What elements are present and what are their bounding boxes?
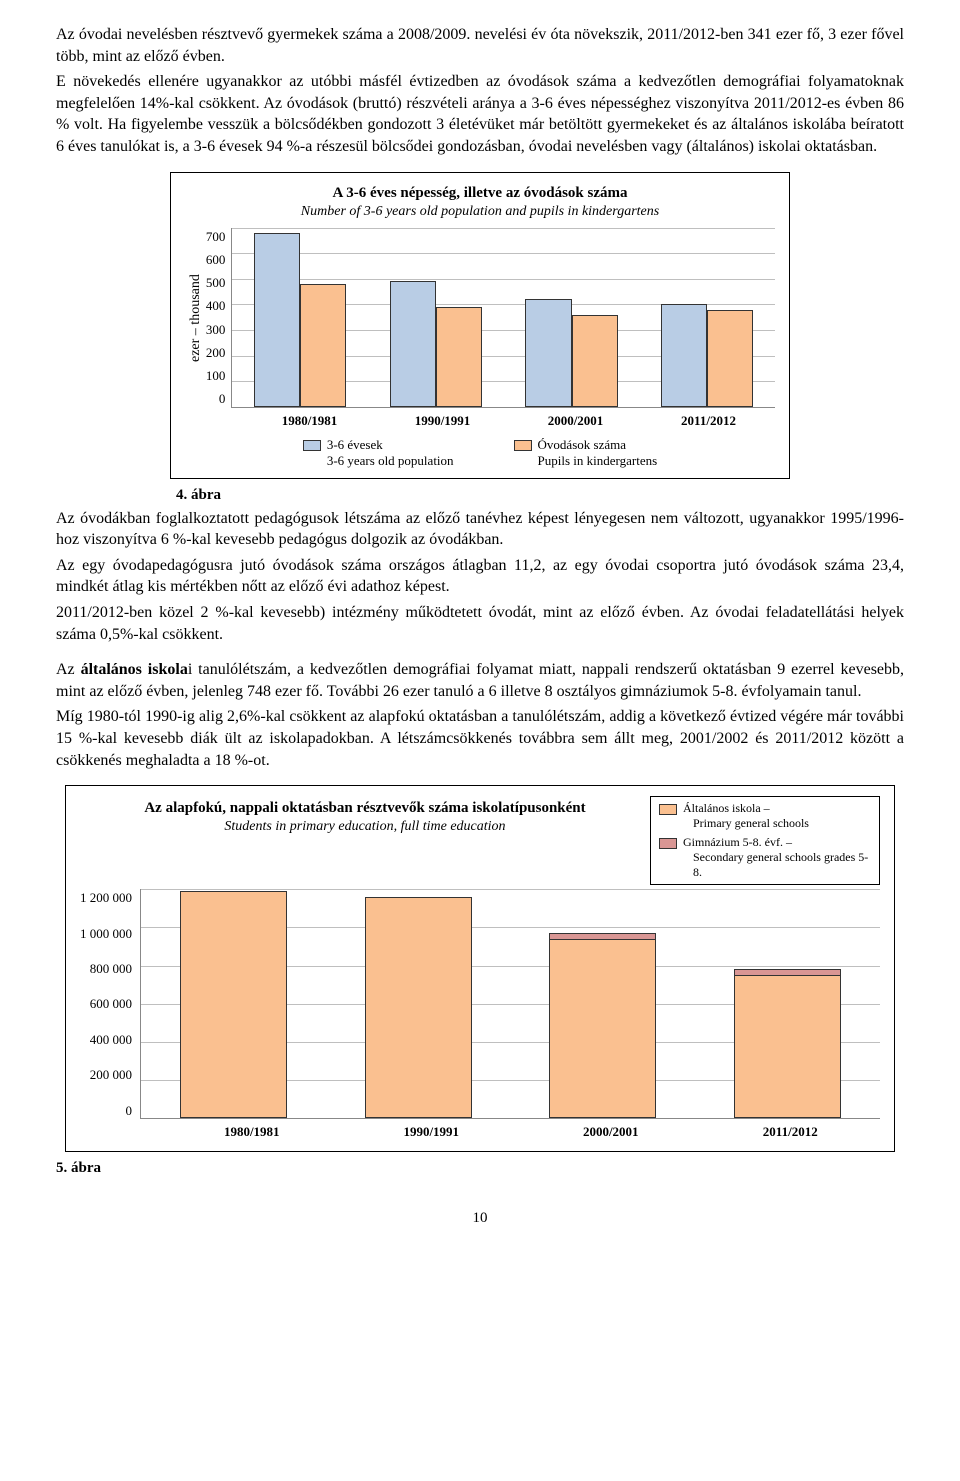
chart1-y-tick: 500 (206, 274, 226, 292)
chart1-legend-swatch (303, 440, 321, 451)
chart2-x-label: 1980/1981 (162, 1123, 342, 1141)
chart2-bars (141, 889, 880, 1118)
chart1-bars (232, 228, 775, 407)
chart2-x-label: 2011/2012 (701, 1123, 881, 1141)
chart1-x-label: 2000/2001 (509, 412, 642, 430)
para5: 2011/2012-ben közel 2 %-kal kevesebb) in… (56, 602, 904, 645)
chart2-x-label: 1990/1991 (342, 1123, 522, 1141)
chart1-legend-item: 3-6 évesek3-6 years old population (303, 437, 454, 468)
chart2-y-ticks: 1 200 000 1 000 000 800 000 600 000 400 000 2… (80, 889, 140, 1119)
chart2-seg-alt (550, 940, 655, 1117)
chart1-legend-hu: 3-6 évesek (327, 437, 454, 453)
chart2-y-tick: 800 000 (80, 960, 132, 978)
chart1-bar (390, 281, 436, 406)
page-number: 10 (56, 1208, 904, 1228)
chart2-x-labels: 1980/19811990/19912000/20012011/2012 (162, 1123, 880, 1141)
chart1-x-label: 2011/2012 (642, 412, 775, 430)
intro-paragraphs: Az óvodai nevelésben résztvevő gyermekek… (56, 24, 904, 158)
chart2-stacked-bar (549, 933, 656, 1118)
mid-paragraphs: Az óvodákban foglalkoztatott pedagógusok… (56, 508, 904, 646)
chart1-y-tick: 100 (206, 367, 226, 385)
chart1-bar-group (368, 228, 504, 407)
para4: Az egy óvodapedagógusra jutó óvodások sz… (56, 555, 904, 598)
chart1-legend-item: Óvodások számaPupils in kindergartens (514, 437, 658, 468)
chart2-title-block: Az alapfokú, nappali oktatásban résztvev… (80, 796, 650, 885)
chart2-bar-group (326, 889, 511, 1118)
chart2-bar-group (141, 889, 326, 1118)
chart2-legend-box: Általános iskola –Primary general school… (650, 796, 880, 885)
para1: Az óvodai nevelésben résztvevő gyermekek… (56, 24, 904, 67)
chart1-y-label: ezer – thousand (185, 228, 206, 408)
chart1-legend-en: 3-6 years old population (327, 453, 454, 469)
chart1-bar (572, 315, 618, 407)
chart2-y-tick: 400 000 (80, 1031, 132, 1049)
chart2-bar-group (511, 889, 696, 1118)
chart2-legend-item: Gimnázium 5-8. évf. –Secondary general s… (659, 835, 871, 880)
chart1-legend: 3-6 évesek3-6 years old population Óvodás… (185, 437, 775, 468)
chart1-y-tick: 200 (206, 344, 226, 362)
chart2-x-label: 2000/2001 (521, 1123, 701, 1141)
chart1-y-tick: 0 (206, 390, 226, 408)
chart1-x-label: 1990/1991 (376, 412, 509, 430)
chart1-y-tick: 600 (206, 251, 226, 269)
chart1-bar (300, 284, 346, 407)
figure5-label: 5. ábra (56, 1158, 904, 1178)
para2: E növekedés ellenére ugyanakkor az utóbb… (56, 71, 904, 157)
chart1-x-labels: 1980/19811990/19912000/20012011/2012 (243, 412, 775, 430)
chart2-bar-group (695, 889, 880, 1118)
chart1-bar (661, 304, 707, 406)
para3: Az óvodákban foglalkoztatott pedagógusok… (56, 508, 904, 551)
chart1-bar (436, 307, 482, 407)
chart2-y-tick: 200 000 (80, 1066, 132, 1084)
chart1-y-tick: 300 (206, 321, 226, 339)
chart1-frame: A 3-6 éves népesség, illetve az óvodások… (170, 172, 790, 480)
chart1-y-tick: 700 (206, 228, 226, 246)
chart2-header: Az alapfokú, nappali oktatásban résztvev… (80, 796, 880, 885)
chart2-legend-swatch (659, 804, 677, 815)
para6b: általános iskola (81, 661, 188, 678)
chart1-legend-en: Pupils in kindergartens (538, 453, 658, 469)
chart1-bar-group (232, 228, 368, 407)
chart2-legend-swatch (659, 838, 677, 849)
chart2-y-tick: 1 200 000 (80, 889, 132, 907)
chart1-bar (525, 299, 571, 406)
chart2-y-tick: 1 000 000 (80, 925, 132, 943)
chart1-bar-group (504, 228, 640, 407)
chart1-bar-group (639, 228, 775, 407)
chart2-title: Az alapfokú, nappali oktatásban résztvev… (80, 798, 650, 818)
chart1-bar (254, 233, 300, 407)
chart2-seg-alt (366, 898, 471, 1117)
chart2-area: 1 200 000 1 000 000 800 000 600 000 400 000 2… (80, 889, 880, 1119)
chart2-stacked-bar (734, 969, 841, 1118)
chart2-plot (140, 889, 880, 1119)
chart1-bar (707, 310, 753, 407)
chart2-subtitle: Students in primary education, full time… (80, 818, 650, 837)
chart2-stacked-bar (180, 891, 287, 1118)
chart1-x-label: 1980/1981 (243, 412, 376, 430)
chart2-y-tick: 0 (80, 1102, 132, 1120)
chart2-legend-text: Általános iskola –Primary general school… (683, 801, 809, 831)
chart2-y-tick: 600 000 (80, 995, 132, 1013)
para6a: Az (56, 661, 81, 678)
chart1-y-ticks: 700 600 500 400 300 200 100 0 (206, 228, 232, 408)
chart1-legend-swatch (514, 440, 532, 451)
chart2-stacked-bar (365, 897, 472, 1118)
chart2-frame: Az alapfokú, nappali oktatásban résztvev… (65, 785, 895, 1152)
chart1-y-tick: 400 (206, 297, 226, 315)
para7: Míg 1980-tól 1990-ig alig 2,6%-kal csökk… (56, 706, 904, 771)
chart2-legend-text: Gimnázium 5-8. évf. –Secondary general s… (683, 835, 871, 880)
chart2-seg-alt (735, 976, 840, 1117)
chart2-legend-item: Általános iskola –Primary general school… (659, 801, 871, 831)
chart1-plot (231, 228, 775, 408)
chart1-title: A 3-6 éves népesség, illetve az óvodások… (185, 183, 775, 203)
chart2-seg-alt (181, 892, 286, 1117)
figure4-label: 4. ábra (176, 485, 904, 505)
chart1-area: ezer – thousand 700 600 500 400 300 200 100 0 (185, 228, 775, 408)
lower-paragraphs: Az általános iskolai tanulólétszám, a ke… (56, 659, 904, 771)
chart1-subtitle: Number of 3-6 years old population and p… (185, 203, 775, 222)
para6: Az általános iskolai tanulólétszám, a ke… (56, 659, 904, 702)
chart1-legend-hu: Óvodások száma (538, 437, 658, 453)
